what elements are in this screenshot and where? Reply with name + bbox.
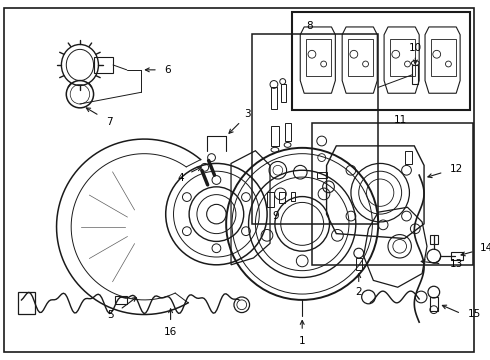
Text: 11: 11: [394, 114, 407, 125]
Bar: [281, 85, 286, 102]
Bar: [291, 192, 295, 202]
Bar: [312, 123, 473, 265]
Bar: [451, 252, 463, 260]
Bar: [285, 123, 292, 141]
Text: 5: 5: [107, 310, 114, 320]
Bar: [251, 34, 378, 224]
Bar: [306, 39, 331, 76]
Bar: [94, 57, 113, 73]
Bar: [348, 39, 373, 76]
Bar: [405, 151, 413, 165]
Text: 2: 2: [355, 287, 362, 297]
Bar: [18, 292, 35, 314]
Bar: [430, 235, 438, 244]
Text: 7: 7: [106, 117, 113, 126]
Bar: [279, 192, 285, 203]
Bar: [267, 192, 274, 207]
Bar: [317, 172, 326, 178]
Bar: [413, 65, 418, 85]
Text: 13: 13: [450, 259, 463, 269]
Bar: [390, 39, 416, 76]
Text: 8: 8: [307, 21, 313, 31]
Text: 10: 10: [409, 44, 422, 53]
Text: 14: 14: [480, 243, 490, 253]
Text: 4: 4: [177, 173, 184, 183]
Text: 15: 15: [468, 309, 481, 319]
Text: 6: 6: [164, 65, 171, 75]
Bar: [271, 126, 279, 146]
Text: 16: 16: [164, 327, 177, 337]
Text: 9: 9: [272, 211, 279, 221]
Bar: [430, 297, 438, 311]
Text: 3: 3: [245, 109, 251, 119]
Text: 12: 12: [450, 164, 463, 174]
Text: 1: 1: [299, 336, 305, 346]
Bar: [356, 258, 362, 270]
Bar: [271, 87, 277, 109]
Bar: [293, 12, 470, 110]
Bar: [115, 296, 127, 304]
Bar: [431, 39, 456, 76]
